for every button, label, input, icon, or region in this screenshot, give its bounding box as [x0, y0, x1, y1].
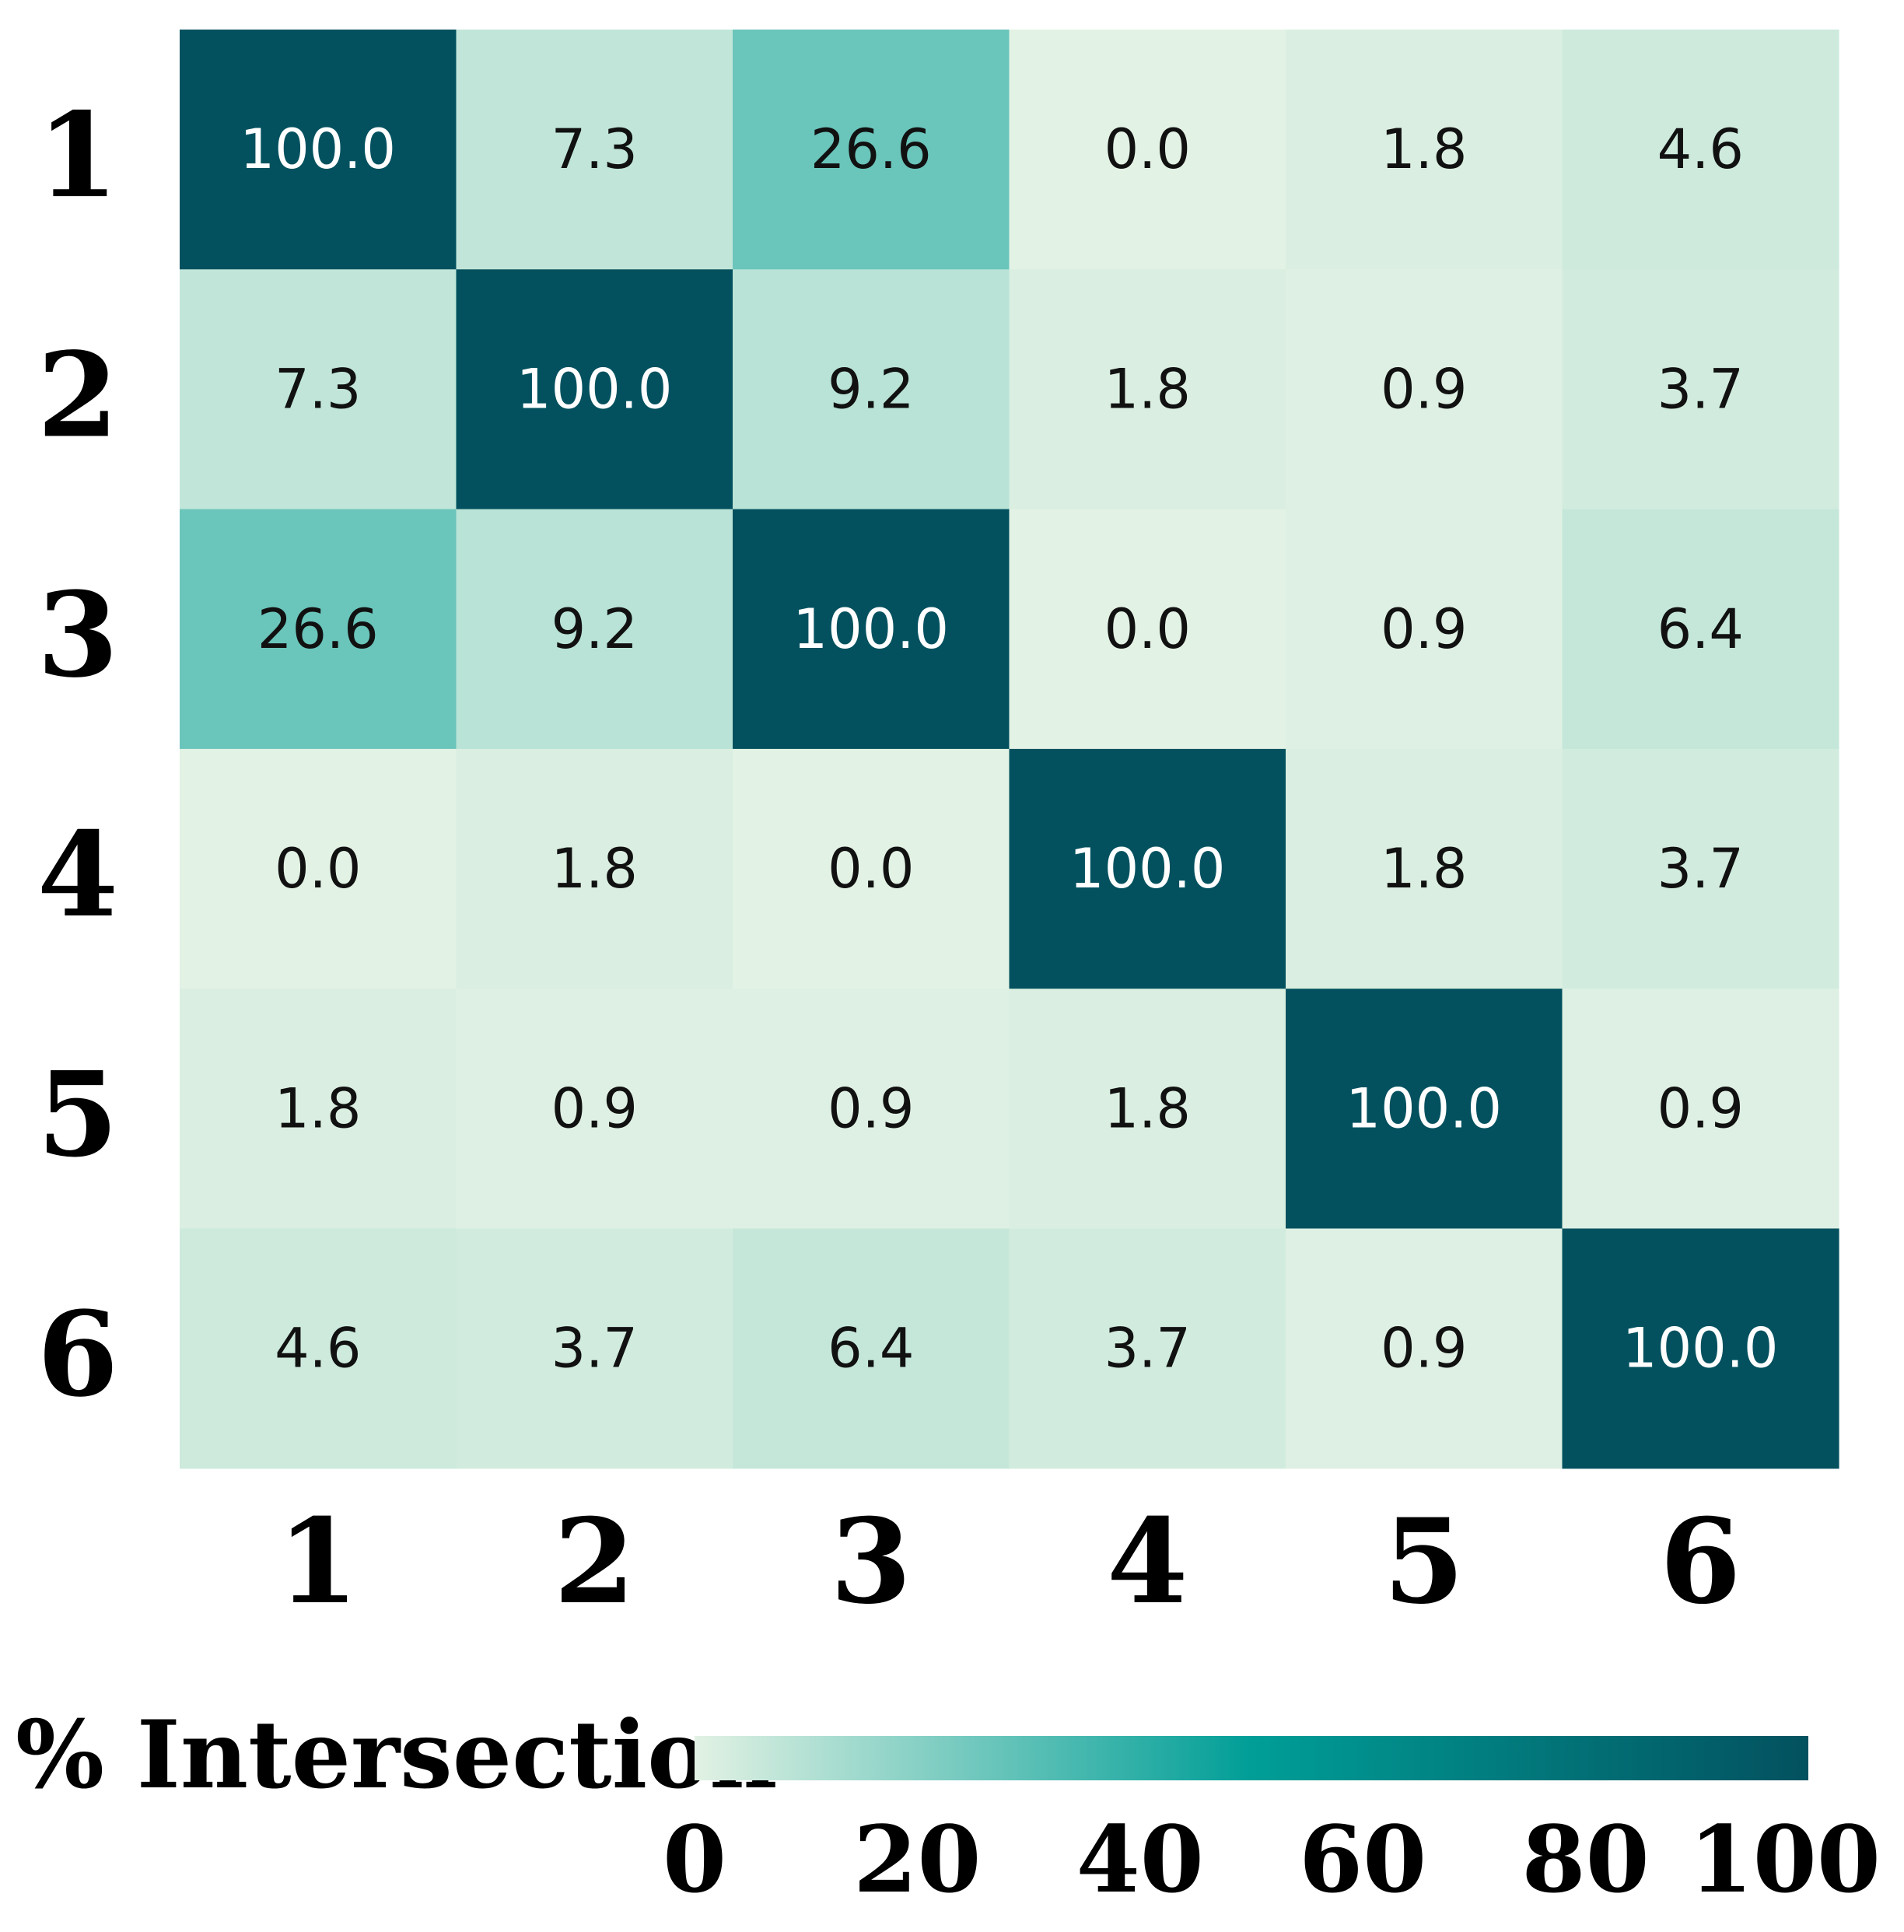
colorbar-tick-label: 60: [1299, 1805, 1426, 1913]
heatmap-cell: [1009, 1228, 1286, 1469]
cell-value-label: 100.0: [1069, 837, 1225, 901]
row-label: 4: [37, 807, 118, 943]
cell-value-label: 0.0: [275, 837, 361, 901]
cell-value-label: 100.0: [1346, 1076, 1502, 1140]
row-label: 5: [37, 1046, 118, 1183]
cell-value-label: 100.0: [240, 117, 396, 181]
heatmap-cell: [1286, 748, 1563, 989]
cell-value-label: 0.9: [828, 1076, 914, 1140]
cell-value-label: 1.8: [1104, 357, 1191, 421]
colorbar: % Intersection 0 20 40 60 80 100: [16, 1700, 1881, 1913]
heatmap-cell: [1286, 30, 1563, 270]
colorbar-ticks: 0 20 40 60 80 100: [663, 1805, 1881, 1913]
column-label: 3: [831, 1493, 912, 1630]
cell-value-label: 1.8: [275, 1076, 361, 1140]
cell-value-label: 0.0: [828, 837, 914, 901]
heatmap-cell: [456, 269, 733, 510]
colorbar-tick-label: 80: [1521, 1805, 1649, 1913]
heatmap-cell: [733, 30, 1010, 270]
cell-value-label: 1.8: [1381, 837, 1467, 901]
heatmap-cell: [733, 748, 1010, 989]
heatmap-cell: [456, 748, 733, 989]
heatmap-cells: 100.0 7.3 26.6 0.0 1.8 4.6 7.3 100.0 9.2 1.8 0.9 3.…: [180, 30, 1839, 1469]
heatmap-cell: [1009, 269, 1286, 510]
column-labels: 1 2 3 4 5 6: [278, 1493, 1741, 1630]
cell-value-label: 0.9: [551, 1076, 638, 1140]
colorbar-tick-label: 0: [663, 1805, 726, 1913]
cell-value-label: 0.9: [1381, 1317, 1467, 1381]
heatmap-cell: [1562, 509, 1839, 750]
heatmap-cell: [1286, 1228, 1563, 1469]
cell-value-label: 1.8: [1381, 117, 1467, 181]
heatmap-cell: [180, 30, 457, 270]
cell-value-label: 0.9: [1657, 1076, 1744, 1140]
cell-value-label: 26.6: [257, 597, 379, 661]
cell-value-label: 100.0: [793, 597, 949, 661]
row-label: 6: [37, 1286, 118, 1423]
heatmap-cell: [1562, 989, 1839, 1230]
cell-value-label: 4.6: [275, 1317, 361, 1381]
cell-value-label: 9.2: [551, 597, 638, 661]
colorbar-tick-label: 40: [1076, 1805, 1204, 1913]
cell-value-label: 6.4: [828, 1317, 914, 1381]
colorbar-gradient: [695, 1736, 1808, 1780]
heatmap-cell: [456, 989, 733, 1230]
cell-value-label: 7.3: [551, 117, 638, 181]
colorbar-tick-label: 20: [853, 1805, 981, 1913]
heatmap-cell: [733, 989, 1010, 1230]
cell-value-label: 100.0: [516, 357, 672, 421]
row-label: 1: [37, 87, 118, 224]
cell-value-label: 1.8: [551, 837, 638, 901]
heatmap-cell: [1562, 748, 1839, 989]
colorbar-title: % Intersection: [16, 1700, 777, 1810]
cell-value-label: 3.7: [1657, 837, 1744, 901]
heatmap-cell: [1009, 30, 1286, 270]
heatmap-cell: [180, 1228, 457, 1469]
heatmap-cell: [1562, 1228, 1839, 1469]
heatmap-cell: [1009, 509, 1286, 750]
heatmap-cell: [456, 509, 733, 750]
heatmap-cell: [180, 989, 457, 1230]
heatmap-cell: [180, 509, 457, 750]
cell-value-label: 0.9: [1381, 357, 1467, 421]
cell-value-label: 26.6: [810, 117, 932, 181]
cell-value-label: 0.0: [1104, 117, 1191, 181]
cell-value-label: 0.0: [1104, 597, 1191, 661]
cell-value-label: 7.3: [275, 357, 361, 421]
heatmap-cell: [1009, 748, 1286, 989]
cell-value-label: 4.6: [1657, 117, 1744, 181]
heatmap-cell: [456, 1228, 733, 1469]
heatmap-cell: [180, 269, 457, 510]
column-label: 1: [278, 1493, 359, 1630]
cell-value-label: 3.7: [551, 1317, 638, 1381]
heatmap-cell: [180, 748, 457, 989]
column-label: 6: [1660, 1493, 1741, 1630]
colorbar-tick-label: 100: [1689, 1805, 1881, 1913]
heatmap-cell: [733, 269, 1010, 510]
cell-value-label: 1.8: [1104, 1076, 1191, 1140]
column-label: 5: [1384, 1493, 1465, 1630]
cell-value-label: 3.7: [1657, 357, 1744, 421]
heatmap-cell: [1562, 30, 1839, 270]
cell-value-label: 6.4: [1657, 597, 1744, 661]
heatmap-cell: [1009, 989, 1286, 1230]
heatmap-cell: [1562, 269, 1839, 510]
cell-value-label: 3.7: [1104, 1317, 1191, 1381]
heatmap-cell: [1286, 509, 1563, 750]
heatmap-cell: [456, 30, 733, 270]
column-label: 2: [554, 1493, 635, 1630]
heatmap-cell: [733, 1228, 1010, 1469]
column-label: 4: [1107, 1493, 1188, 1630]
row-label: 3: [37, 567, 118, 704]
cell-value-label: 100.0: [1622, 1317, 1778, 1381]
heatmap-cell: [733, 509, 1010, 750]
heatmap-cell: [1286, 269, 1563, 510]
row-labels: 1 2 3 4 5 6: [37, 87, 118, 1423]
cell-value-label: 9.2: [828, 357, 914, 421]
heatmap-cell: [1286, 989, 1563, 1230]
cell-value-label: 0.9: [1381, 597, 1467, 661]
row-label: 2: [37, 327, 118, 464]
